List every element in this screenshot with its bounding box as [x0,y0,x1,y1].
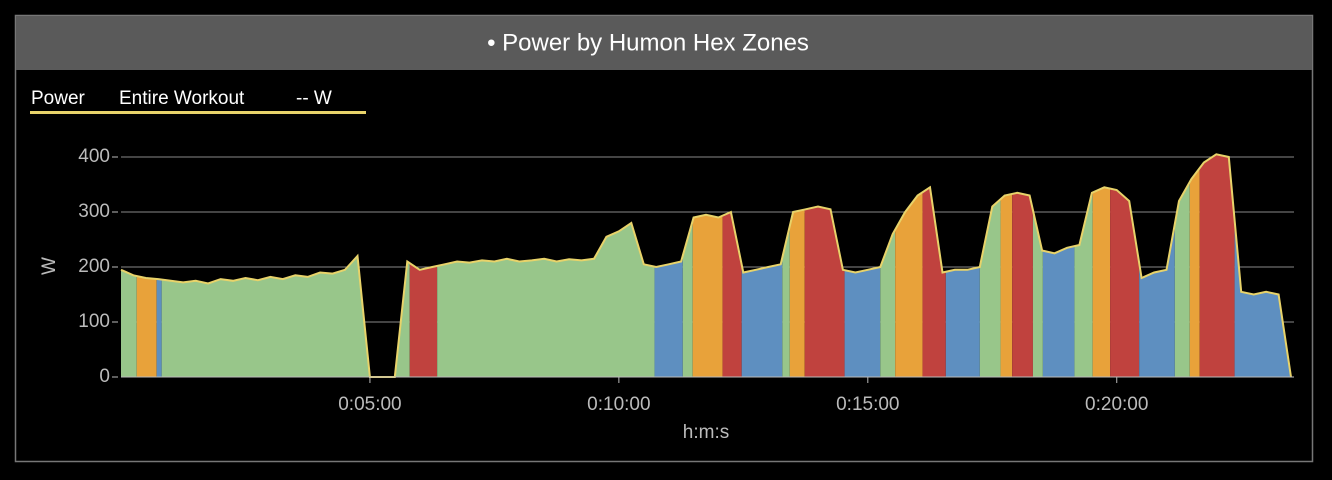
x-tick-label: 0:15:00 [836,394,899,415]
zone-band [922,187,946,377]
zone-band [161,256,410,377]
zone-band [409,263,438,377]
zone-fill [1199,154,1235,377]
zone-fill [804,206,845,377]
zone-fill [895,192,923,377]
y-tick-label: 400 [78,146,110,167]
zone-fill [741,257,783,377]
zone-fill [789,209,805,377]
zone-fill [1234,219,1291,377]
zone-band [1032,210,1043,377]
zone-fill [922,187,946,377]
y-tick-label: 200 [78,256,110,277]
zone-fill [1000,193,1013,377]
zone-band [1000,193,1013,377]
zone-fill [1110,188,1140,377]
zone-fill [880,229,896,377]
zone-fill [409,263,438,377]
x-tick-label: 0:05:00 [338,394,401,415]
zone-band [844,267,881,377]
zone-fill [682,220,693,377]
legend-subtitle: Entire Workout [119,88,245,109]
zone-band [722,212,742,377]
zone-band [782,225,790,377]
y-tick-label: 300 [78,201,110,222]
x-tick-label: 0:20:00 [1085,394,1148,415]
zone-band [1139,223,1175,377]
zone-band [789,209,805,377]
zone-band [1199,154,1235,377]
zone-band [1110,188,1140,377]
zone-band [1042,246,1075,377]
zone-fill [161,256,410,377]
zone-fill [1042,246,1075,377]
x-tick-label: 0:10:00 [587,394,650,415]
zone-fill [945,266,980,377]
zone-fill [1174,181,1190,377]
zone-band [121,269,137,377]
zone-band [654,255,683,377]
zone-fill [1092,187,1111,377]
x-axis-label: h:m:s [683,422,729,443]
zone-band [895,192,923,377]
zone-band [804,206,845,377]
power-line [120,153,1292,378]
legend-value: -- W [296,88,332,109]
y-axis-label: W [39,257,60,275]
zone-fill [1139,223,1175,377]
zone-fill [136,276,157,377]
zone-band [1074,192,1093,377]
zone-fill [722,212,742,377]
zone-band [1189,168,1200,377]
zone-fill [1032,210,1043,377]
zone-band [156,278,162,377]
zone-fill [156,278,162,377]
zone-band [682,220,693,377]
zone-band [136,276,157,377]
zone-fill [121,269,137,377]
chart-title: • Power by Humon Hex Zones [487,29,809,56]
zone-band [1174,181,1190,377]
zone-band [741,257,783,377]
zone-fill [1189,168,1200,377]
zone-fill [844,267,881,377]
zone-band [692,214,723,377]
zone-band [945,266,980,377]
y-tick-label: 0 [99,366,110,387]
zone-band [1012,192,1033,377]
zone-fill [1012,192,1033,377]
legend-underline [30,111,366,114]
legend-label: Power [31,88,86,109]
zone-band [1092,187,1111,377]
zone-fill [692,214,723,377]
zone-fill [654,255,683,377]
y-tick-label: 100 [78,311,110,332]
zone-band [1234,219,1291,377]
zone-band [880,229,896,377]
zone-fill [782,225,790,377]
zone-fill [1074,192,1093,377]
panel-header [16,16,1312,70]
